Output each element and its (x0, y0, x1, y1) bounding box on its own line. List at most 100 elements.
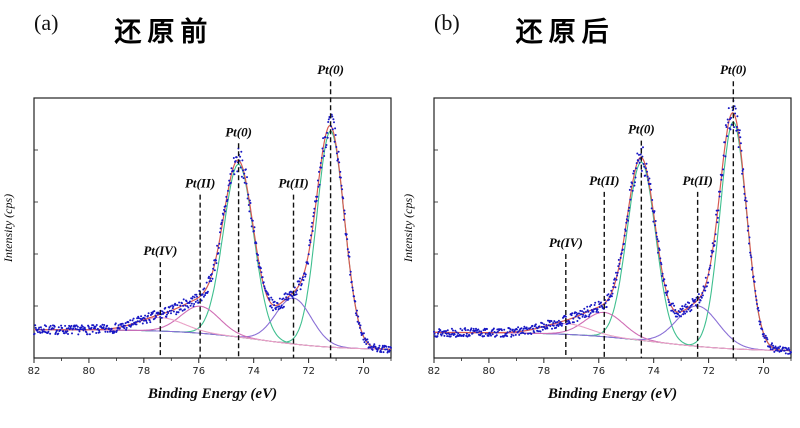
data-point (311, 221, 314, 224)
data-point (764, 334, 767, 337)
data-point (440, 334, 443, 337)
data-point (240, 175, 243, 178)
data-point (712, 250, 715, 253)
data-point (708, 267, 711, 269)
data-point (260, 271, 263, 274)
data-point (63, 332, 66, 335)
data-point (650, 188, 653, 191)
data-point (171, 307, 174, 310)
data-point (268, 298, 271, 301)
data-point (753, 280, 756, 283)
data-point (210, 280, 213, 282)
data-point (667, 298, 670, 301)
data-point (170, 312, 172, 315)
data-point (657, 240, 660, 243)
data-point (530, 333, 533, 335)
data-point (167, 312, 170, 314)
data-point (742, 185, 745, 188)
data-point (84, 328, 87, 331)
data-point (764, 340, 767, 343)
data-point (176, 304, 179, 307)
data-point (200, 299, 203, 302)
data-point (215, 262, 218, 265)
data-point (147, 312, 150, 315)
data-point (352, 289, 354, 292)
data-point (269, 304, 272, 307)
x-tick-label: 78 (537, 366, 550, 377)
data-point (457, 332, 460, 335)
data-point (327, 118, 330, 121)
data-point (788, 352, 791, 355)
data-point (763, 336, 766, 339)
data-point (570, 314, 573, 317)
data-point (551, 327, 553, 330)
data-point (587, 310, 590, 313)
data-point (559, 321, 562, 324)
data-point (651, 199, 654, 201)
data-point (616, 274, 619, 277)
data-point (678, 311, 681, 314)
data-point (380, 348, 383, 350)
data-point (189, 300, 191, 303)
data-point (510, 335, 513, 338)
data-point (618, 262, 621, 265)
data-point (343, 209, 346, 212)
data-point (486, 328, 488, 330)
data-point (72, 327, 75, 330)
data-point (464, 327, 467, 330)
data-point (597, 300, 600, 303)
data-point (704, 289, 707, 292)
data-point (248, 210, 251, 213)
data-point (70, 324, 73, 327)
data-point (57, 326, 60, 329)
data-point (634, 181, 636, 184)
x-tick-label: 74 (647, 366, 660, 377)
data-point (302, 279, 305, 282)
data-point (327, 121, 330, 123)
data-point (315, 199, 318, 202)
data-point (295, 293, 298, 296)
data-point (77, 328, 80, 331)
data-point (345, 233, 348, 236)
data-point (95, 324, 98, 326)
data-point (208, 280, 211, 283)
data-point (773, 350, 776, 353)
data-point (357, 315, 360, 318)
data-point (76, 328, 79, 331)
data-point (377, 346, 380, 349)
data-point (487, 333, 490, 335)
data-point (258, 262, 261, 265)
data-point (222, 213, 225, 216)
x-tick-label: 78 (137, 366, 150, 377)
data-point (644, 174, 647, 177)
data-point (615, 278, 618, 281)
data-point (672, 310, 675, 313)
data-point (353, 295, 356, 298)
data-point (633, 184, 636, 187)
data-point (583, 307, 586, 310)
data-point (247, 204, 250, 206)
data-point (715, 213, 718, 216)
data-point (212, 263, 215, 266)
x-tick-label: 72 (702, 366, 715, 377)
data-point (296, 289, 299, 292)
data-point (734, 112, 737, 115)
data-point (724, 124, 727, 127)
data-point (282, 297, 285, 300)
data-point (746, 216, 749, 219)
panel-a-title: 还原前 (114, 17, 214, 47)
data-point (67, 333, 69, 335)
data-point (297, 283, 300, 286)
data-point (136, 320, 139, 323)
data-point (737, 146, 740, 149)
data-point (363, 341, 366, 344)
data-point (299, 277, 301, 280)
data-point (467, 329, 469, 331)
data-point (387, 345, 390, 348)
data-point (527, 332, 530, 335)
data-point (718, 195, 721, 198)
data-point (582, 313, 585, 316)
data-point (685, 310, 688, 313)
data-point (552, 322, 555, 324)
data-point (667, 301, 670, 304)
